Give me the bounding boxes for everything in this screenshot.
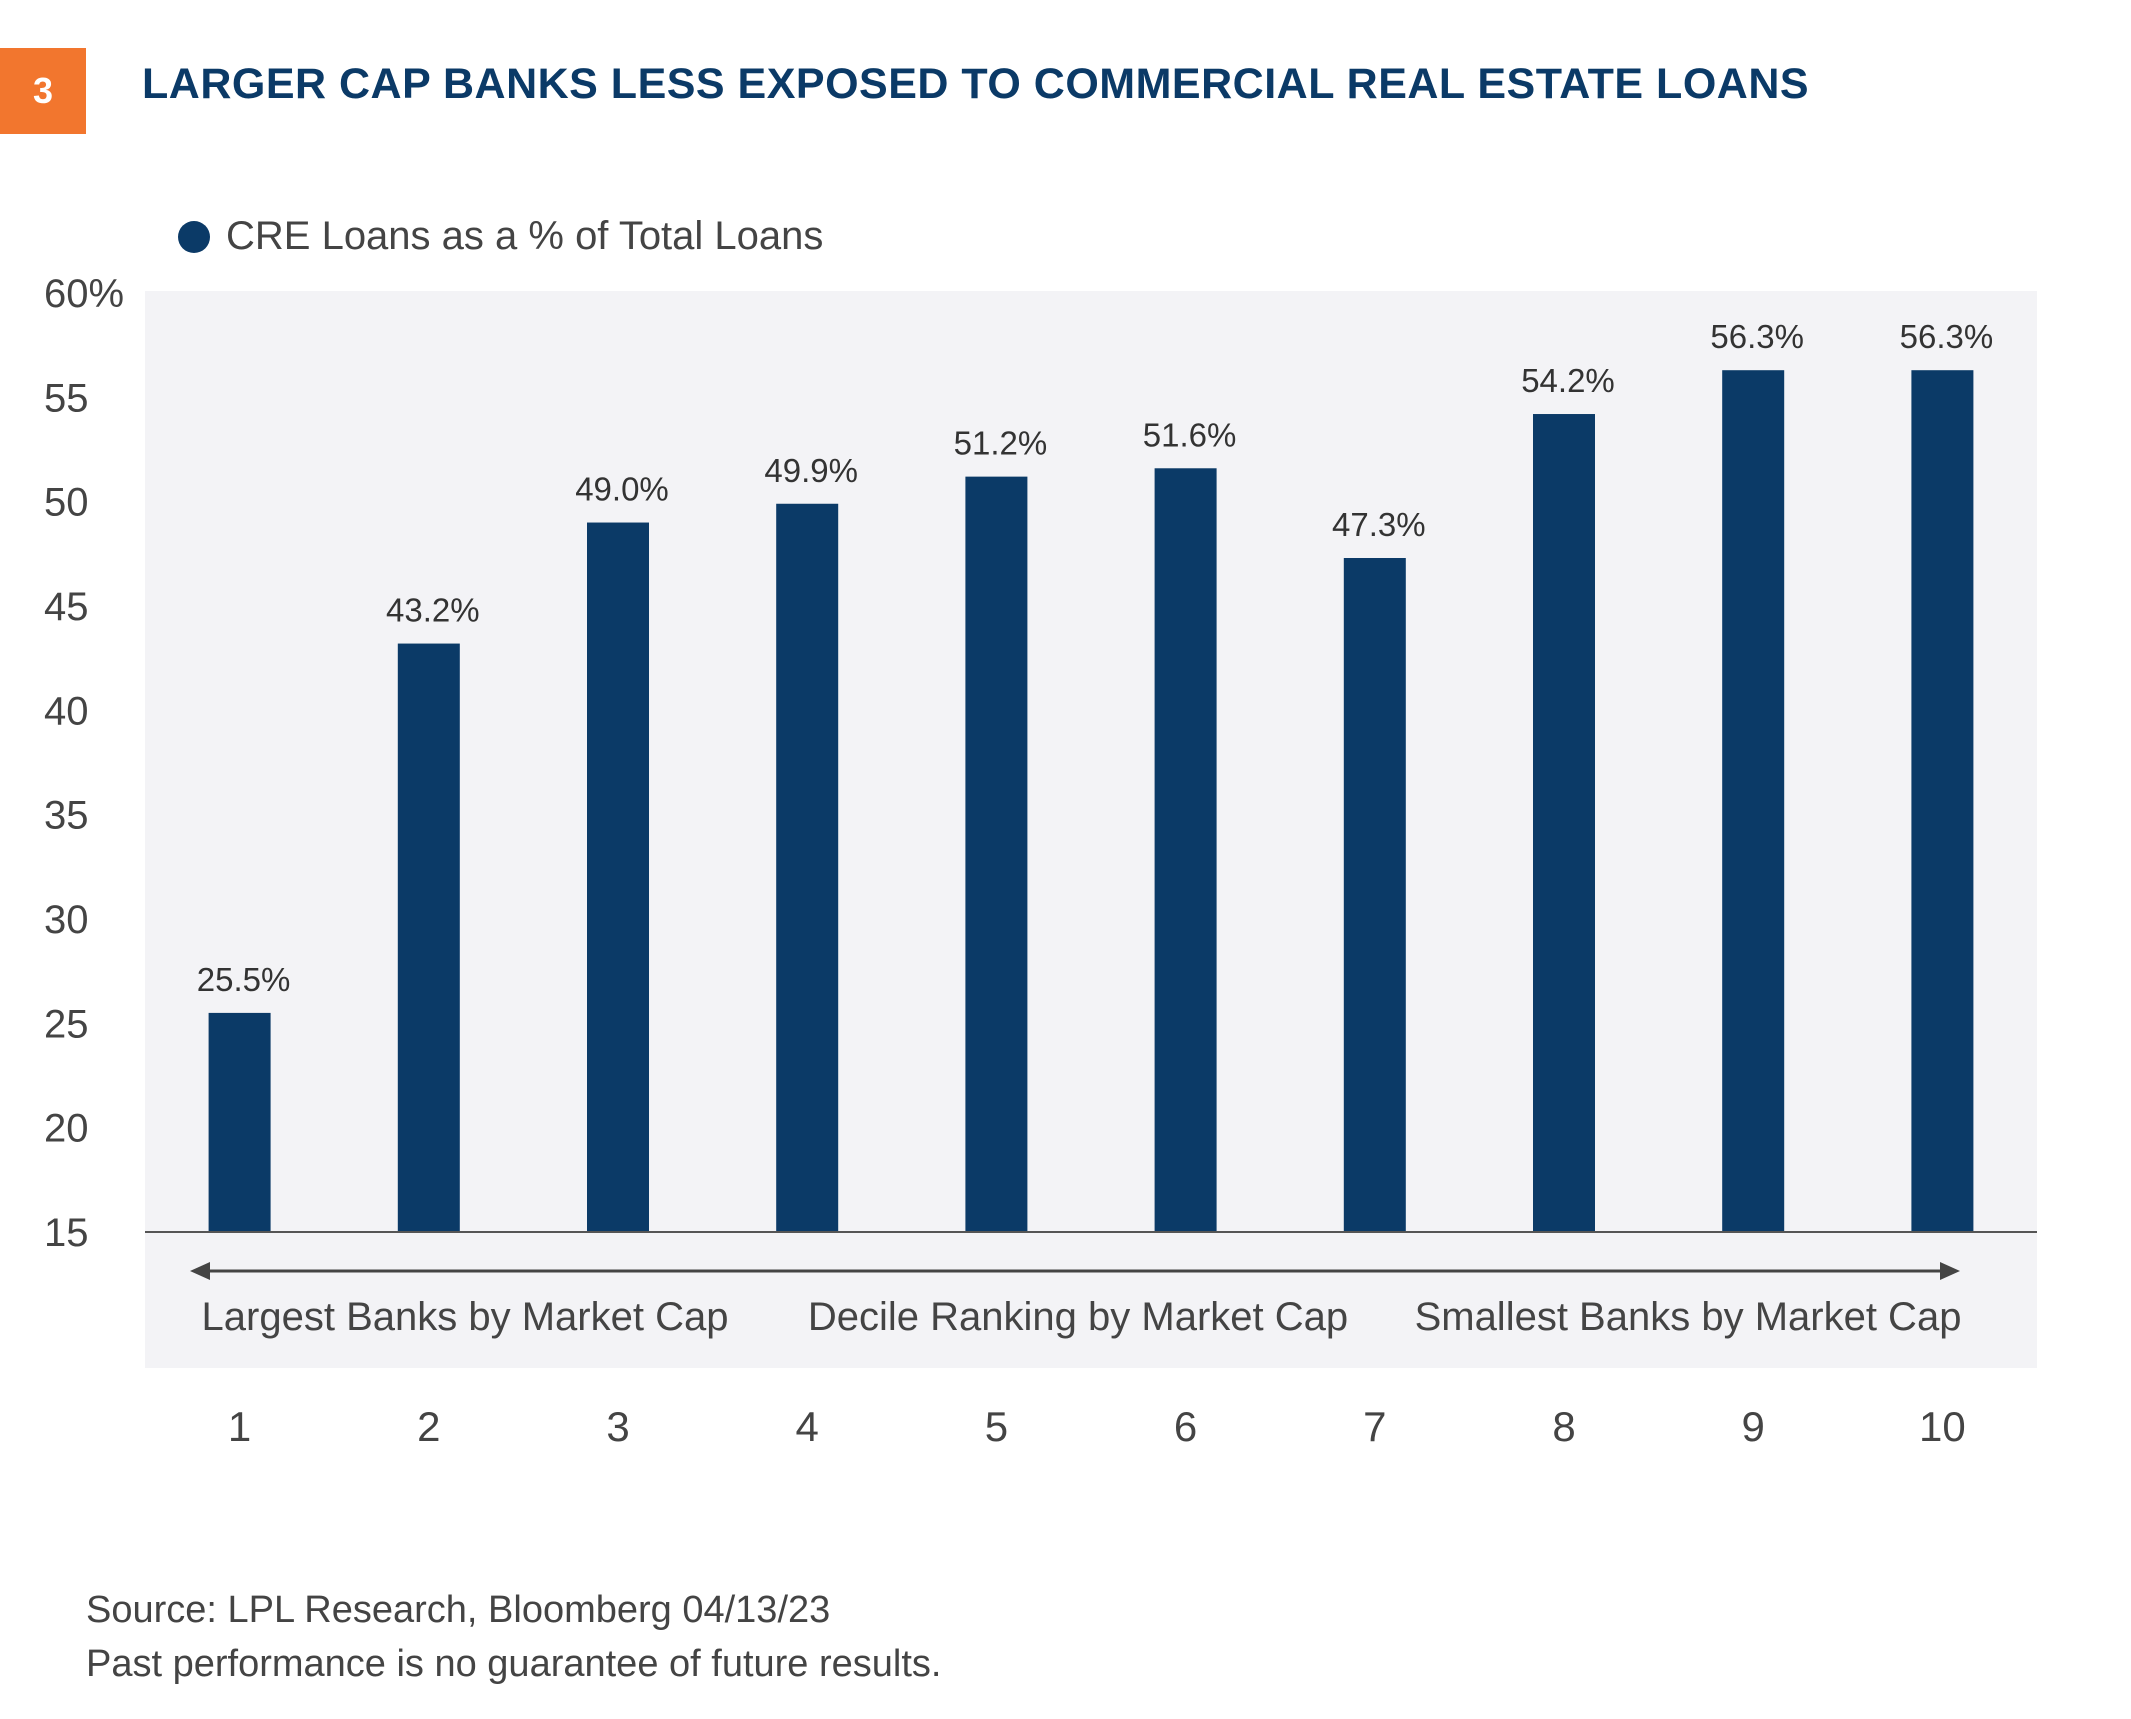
y-tick-label-40: 40 <box>44 689 89 733</box>
disclaimer-line: Past performance is no guarantee of futu… <box>86 1637 941 1691</box>
x-tick-label-10: 10 <box>1919 1403 1966 1450</box>
annotation-largest-banks: Largest Banks by Market Cap <box>202 1295 729 1339</box>
y-tick-label-15: 15 <box>44 1211 89 1255</box>
data-label-decile-1: 25.5% <box>197 961 291 998</box>
bar-decile-8 <box>1533 414 1595 1232</box>
data-label-decile-10: 56.3% <box>1900 318 1994 355</box>
data-label-decile-7: 47.3% <box>1332 506 1426 543</box>
data-label-decile-5: 51.2% <box>954 425 1048 462</box>
annotation-smallest-banks: Smallest Banks by Market Cap <box>1415 1295 1962 1339</box>
bar-decile-6 <box>1155 468 1217 1232</box>
x-tick-label-1: 1 <box>228 1403 251 1450</box>
x-tick-label-5: 5 <box>985 1403 1008 1450</box>
data-label-decile-4: 49.9% <box>764 452 858 489</box>
bar-decile-10 <box>1911 370 1973 1232</box>
bar-decile-1 <box>209 1013 271 1232</box>
y-tick-label-60: 60% <box>44 272 124 316</box>
bar-decile-7 <box>1344 558 1406 1232</box>
y-tick-label-55: 55 <box>44 376 89 420</box>
y-tick-label-50: 50 <box>44 481 89 525</box>
data-label-decile-6: 51.6% <box>1143 416 1237 453</box>
source-line: Source: LPL Research, Bloomberg 04/13/23 <box>86 1583 941 1637</box>
bar-decile-2 <box>398 644 460 1232</box>
x-axis: 1 2 3 4 5 6 7 8 9 10 <box>228 1403 1966 1450</box>
bar-chart: 25.5% 43.2% 49.0% 49.9% 51.2% 51.6% 47.3% 54.2%… <box>0 0 2131 1500</box>
y-tick-label-35: 35 <box>44 794 89 838</box>
data-label-decile-8: 54.2% <box>1521 362 1615 399</box>
x-tick-label-7: 7 <box>1363 1403 1386 1450</box>
x-tick-label-9: 9 <box>1742 1403 1765 1450</box>
y-tick-label-25: 25 <box>44 1002 89 1046</box>
data-label-decile-2: 43.2% <box>386 592 480 629</box>
bar-decile-9 <box>1722 370 1784 1232</box>
y-tick-label-30: 30 <box>44 898 89 942</box>
y-axis: 15 20 25 30 35 40 45 50 55 60% <box>44 272 124 1255</box>
bar-decile-5 <box>965 477 1027 1232</box>
data-label-decile-3: 49.0% <box>575 471 669 508</box>
data-label-decile-9: 56.3% <box>1710 318 1804 355</box>
y-tick-label-45: 45 <box>44 585 89 629</box>
x-tick-label-3: 3 <box>606 1403 629 1450</box>
bar-decile-4 <box>776 504 838 1232</box>
bar-decile-3 <box>587 523 649 1232</box>
x-tick-label-2: 2 <box>417 1403 440 1450</box>
annotation-decile-ranking: Decile Ranking by Market Cap <box>808 1295 1348 1339</box>
source-note: Source: LPL Research, Bloomberg 04/13/23… <box>86 1583 941 1691</box>
y-tick-label-20: 20 <box>44 1107 89 1151</box>
x-tick-label-6: 6 <box>1174 1403 1197 1450</box>
x-tick-label-8: 8 <box>1552 1403 1575 1450</box>
x-tick-label-4: 4 <box>796 1403 819 1450</box>
